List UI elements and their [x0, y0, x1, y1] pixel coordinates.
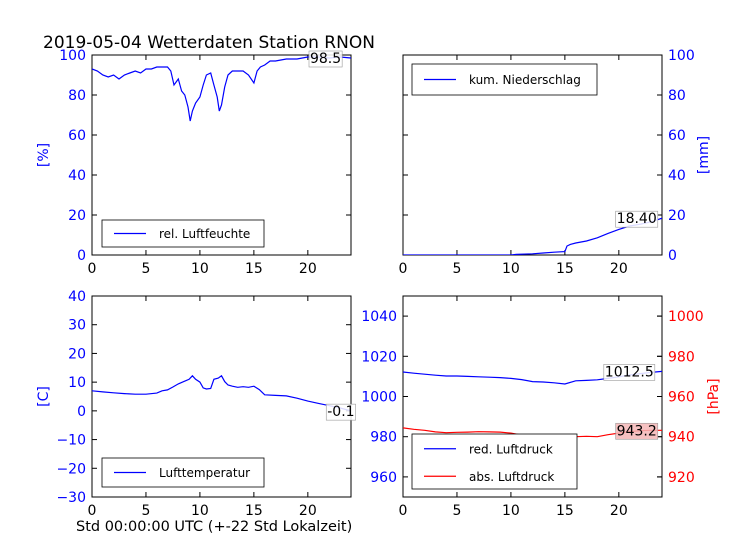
x-tick-label: 15 [556, 503, 574, 519]
value-annotation: 98.5 [310, 51, 341, 67]
y-axis-label: [%] [36, 143, 52, 167]
x-tick-label: 5 [141, 503, 150, 519]
series-line-lufttemperatur [92, 374, 351, 412]
legend: kum. Niederschlag [411, 63, 598, 96]
y-tick-label: 40 [668, 168, 686, 184]
y-axis-label-right: [hPa] [706, 378, 722, 414]
y-tick-label: 10 [68, 375, 86, 391]
x-tick-label: 10 [502, 261, 520, 277]
value-annotation: -0.1 [327, 404, 354, 420]
y-tick-label: 40 [68, 289, 86, 305]
x-tick-label: 15 [245, 503, 263, 519]
y-right-tick-label: 980 [668, 349, 695, 365]
chart-precipitation: 0 5 10 15 20 0 20 40 60 80 100 [mm] 18.40 kum. Nieder… [399, 48, 712, 277]
annotation-box [308, 50, 343, 68]
y-tick-label: 1000 [361, 390, 397, 406]
y-tick-label: 100 [668, 48, 695, 64]
x-tick-label: 10 [191, 261, 209, 277]
chart-pressure: 0 5 10 15 20 960 980 1000 1020 1040 920 940 960 980 10… [361, 295, 722, 519]
legend-label: red. Luftdruck [469, 442, 553, 456]
y-tick-label: 20 [68, 208, 86, 224]
annotation-box [603, 364, 656, 381]
y-tick-label: 20 [668, 208, 686, 224]
y-tick-label: 80 [668, 88, 686, 104]
legend-label: rel. Luftfeuchte [159, 227, 250, 241]
x-tick-label: 0 [88, 261, 97, 277]
x-tick-label: 20 [610, 503, 628, 519]
legend-box [411, 433, 578, 490]
y-tick-label: 0 [77, 404, 86, 420]
x-tick-label: 10 [502, 503, 520, 519]
x-tick-label: 5 [452, 261, 461, 277]
y-tick-label: 1020 [361, 349, 397, 365]
y-tick-label: 60 [68, 128, 86, 144]
figure-title: 2019-05-04 Wetterdaten Station RNON [43, 33, 375, 53]
chart-temperature: 0 5 10 15 20 −30 −20 −10 0 10 20 30 40 [C] -0.1 Lufttem… [36, 289, 356, 519]
x-tick-label: 15 [245, 261, 263, 277]
x-tick-label: 20 [299, 503, 317, 519]
legend: Lufttemperatur [101, 457, 265, 488]
y-tick-label: −30 [56, 490, 86, 506]
y-tick-label: 980 [370, 430, 397, 446]
y-tick-label: 40 [68, 168, 86, 184]
x-tick-label: 5 [141, 261, 150, 277]
x-tick-label: 0 [399, 261, 408, 277]
y-right-tick-label: 940 [668, 430, 695, 446]
y-tick-label: 80 [68, 88, 86, 104]
y-tick-label: 0 [668, 248, 677, 264]
y-tick-label: 0 [77, 248, 86, 264]
figure-xlabel: Std 00:00:00 UTC (+-22 Std Lokalzeit) [76, 519, 352, 535]
x-tick-label: 20 [299, 261, 317, 277]
y-tick-label: 1040 [361, 309, 397, 325]
value-annotation: 943.2 [617, 423, 657, 439]
y-tick-label: −10 [56, 433, 86, 449]
legend-label: kum. Niederschlag [469, 73, 581, 87]
y-tick-label: 30 [68, 318, 86, 334]
x-tick-label: 0 [399, 503, 408, 519]
value-annotation: 18.40 [617, 211, 657, 227]
legend: red. Luftdruck abs. Luftdruck [411, 433, 578, 490]
legend-label: abs. Luftdruck [469, 470, 554, 484]
y-right-tick-label: 920 [668, 470, 695, 486]
x-tick-label: 20 [610, 261, 628, 277]
y-axis-label: [C] [36, 386, 52, 407]
x-tick-label: 10 [191, 503, 209, 519]
y-tick-label: 60 [668, 128, 686, 144]
y-tick-label: 20 [68, 346, 86, 362]
legend-label: Lufttemperatur [159, 466, 250, 480]
x-tick-label: 0 [88, 503, 97, 519]
x-tick-label: 15 [556, 261, 574, 277]
legend: rel. Luftfeuchte [101, 219, 265, 248]
y-tick-label: 100 [59, 48, 86, 64]
y-tick-label: −20 [56, 461, 86, 477]
y-right-tick-label: 1000 [668, 309, 704, 325]
y-tick-label: 960 [370, 470, 397, 486]
annotation-box [615, 210, 659, 228]
annotation-box [615, 422, 659, 440]
annotation-box [325, 403, 356, 421]
y-right-tick-label: 960 [668, 390, 695, 406]
series-line-rel-luftfeuchte [92, 56, 351, 122]
y-axis-label: [mm] [696, 136, 712, 174]
x-tick-label: 5 [452, 503, 461, 519]
chart-humidity: 0 5 10 15 20 0 20 40 60 80 100 [%] 98.5 rel. Luftfeuc… [36, 48, 352, 277]
value-annotation: 1012.5 [605, 364, 654, 380]
